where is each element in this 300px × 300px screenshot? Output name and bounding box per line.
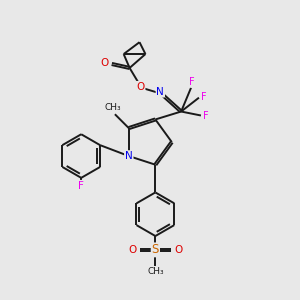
Text: O: O (136, 82, 145, 92)
Text: O: O (101, 58, 109, 68)
Text: O: O (128, 245, 137, 255)
Text: F: F (189, 77, 195, 87)
Text: O: O (174, 245, 182, 255)
Text: F: F (203, 112, 209, 122)
Text: CH₃: CH₃ (105, 103, 121, 112)
Text: N: N (156, 87, 164, 97)
Text: CH₃: CH₃ (147, 267, 164, 276)
Text: F: F (78, 181, 84, 191)
Text: S: S (152, 243, 159, 256)
Text: F: F (201, 92, 207, 102)
Text: N: N (125, 151, 133, 161)
